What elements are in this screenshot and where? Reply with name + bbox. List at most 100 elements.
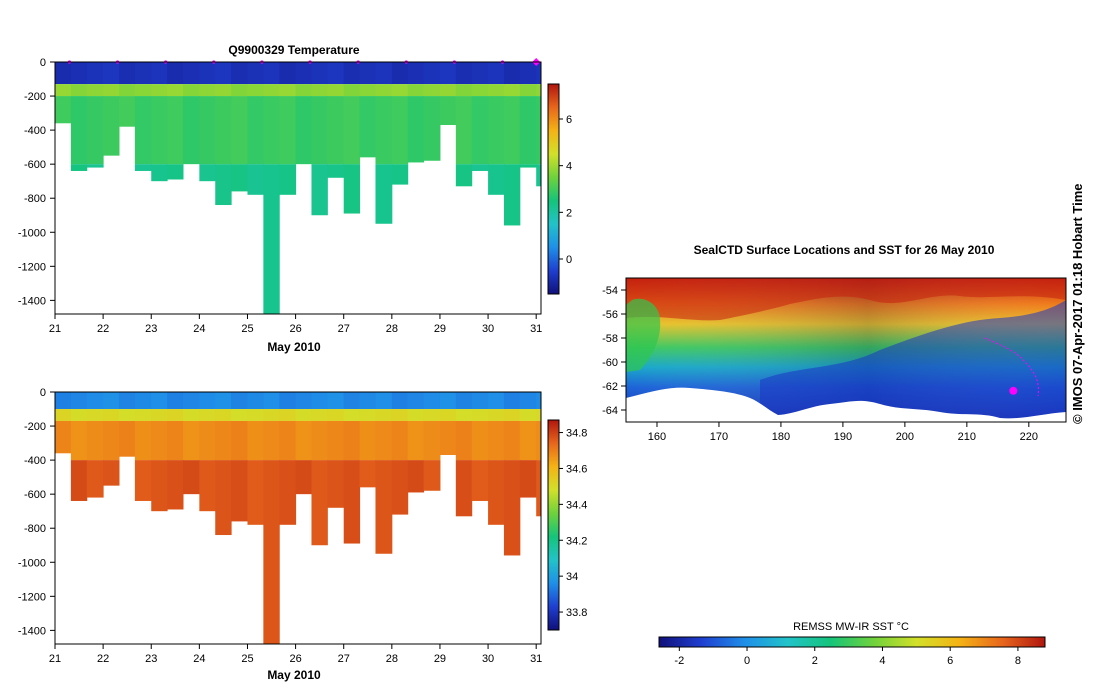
heatmap-cell bbox=[536, 96, 542, 165]
heatmap-cell bbox=[86, 164, 104, 168]
heatmap-cell bbox=[311, 420, 328, 461]
heatmap-cell bbox=[455, 392, 473, 410]
heatmap-cell bbox=[247, 96, 264, 165]
temperature-x-axis: 21 22 23 24 25 26 27 28 29 30 31 bbox=[49, 314, 542, 335]
heatmap-cell bbox=[134, 460, 152, 501]
heatmap-cell bbox=[55, 409, 72, 421]
x-tick-label: 23 bbox=[145, 323, 157, 335]
x-tick-label: 26 bbox=[289, 653, 301, 665]
heatmap-cell bbox=[215, 392, 232, 410]
heatmap-cell bbox=[407, 460, 425, 493]
heatmap-cell bbox=[103, 409, 120, 421]
heatmap-cell bbox=[311, 84, 328, 97]
y-tick-label: -200 bbox=[24, 421, 46, 433]
heatmap-cell bbox=[439, 96, 457, 125]
heatmap-cell bbox=[231, 409, 248, 421]
x-tick-label: 220 bbox=[1020, 431, 1038, 443]
heatmap-cell bbox=[343, 84, 361, 97]
heatmap-cell bbox=[247, 409, 264, 421]
heatmap-cell bbox=[151, 460, 168, 512]
heatmap-cell bbox=[488, 62, 505, 85]
heatmap-cell bbox=[471, 96, 489, 165]
x-tick-label: 21 bbox=[49, 323, 61, 335]
heatmap-cell bbox=[231, 420, 248, 461]
heatmap-cell bbox=[167, 392, 184, 410]
heatmap-cell bbox=[279, 392, 297, 410]
heatmap-cell bbox=[488, 460, 505, 525]
heatmap-cell bbox=[503, 96, 521, 165]
heatmap-cell bbox=[295, 420, 312, 461]
heatmap-cell bbox=[231, 460, 248, 522]
heatmap-cell bbox=[343, 460, 361, 544]
heatmap-cell bbox=[536, 409, 542, 421]
heatmap-cell bbox=[519, 409, 537, 421]
y-tick-label: -1400 bbox=[18, 625, 46, 637]
heatmap-cell bbox=[343, 96, 361, 165]
colorbar-tick-label: 2 bbox=[812, 655, 818, 667]
heatmap-cell bbox=[295, 96, 312, 165]
heatmap-cell bbox=[327, 164, 345, 178]
x-tick-label: 29 bbox=[434, 653, 446, 665]
heatmap-cell bbox=[359, 96, 376, 158]
heatmap-cell bbox=[471, 420, 489, 461]
temperature-plot-frame bbox=[54, 61, 542, 315]
x-tick-label: 23 bbox=[145, 653, 157, 665]
heatmap-cell bbox=[151, 84, 168, 97]
x-tick-label: 30 bbox=[482, 653, 494, 665]
heatmap-cell bbox=[391, 460, 409, 515]
heatmap-cell bbox=[279, 420, 297, 461]
heatmap-cell bbox=[103, 62, 120, 85]
heatmap-cell bbox=[455, 62, 473, 85]
x-tick-label: 31 bbox=[530, 653, 542, 665]
heatmap-cell bbox=[231, 62, 248, 85]
heatmap-cell bbox=[295, 460, 312, 495]
heatmap-cell bbox=[519, 96, 537, 165]
heatmap-cell bbox=[439, 84, 457, 97]
colorbar-tick-label: 8 bbox=[1015, 655, 1021, 667]
heatmap-cell bbox=[311, 409, 328, 421]
heatmap-cell bbox=[375, 62, 393, 85]
heatmap-cell bbox=[55, 84, 72, 97]
heatmap-cell bbox=[536, 392, 542, 410]
heatmap-cell bbox=[118, 409, 136, 421]
heatmap-cell bbox=[167, 62, 184, 85]
heatmap-cell bbox=[375, 460, 393, 554]
heatmap-cell bbox=[455, 420, 473, 461]
heatmap-cell bbox=[247, 460, 264, 525]
salinity-heatmap-cells bbox=[55, 392, 542, 644]
colorbar-tick-label: 4 bbox=[879, 655, 885, 667]
heatmap-cell bbox=[279, 460, 297, 525]
heatmap-cell bbox=[359, 62, 376, 85]
heatmap-cell bbox=[423, 62, 441, 85]
x-tick-label: 30 bbox=[482, 323, 494, 335]
y-tick-label: -60 bbox=[602, 357, 618, 369]
heatmap-cell bbox=[231, 96, 248, 165]
temperature-y-axis: 0 -200 -400 -600 -800 -1000 -1200 -1400 bbox=[18, 57, 55, 307]
heatmap-cell bbox=[488, 420, 505, 461]
sst-map-title: SealCTD Surface Locations and SST for 26… bbox=[694, 243, 995, 257]
heatmap-cell bbox=[279, 62, 297, 85]
colorbar-tick-label: 33.8 bbox=[566, 607, 587, 619]
colorbar-tick-label: 34.6 bbox=[566, 463, 587, 475]
heatmap-cell bbox=[503, 420, 521, 461]
heatmap-cell bbox=[247, 164, 264, 195]
heatmap-cell bbox=[182, 84, 200, 97]
heatmap-cell bbox=[70, 460, 88, 501]
heatmap-cell bbox=[167, 84, 184, 97]
heatmap-cell bbox=[215, 96, 232, 165]
heatmap-cell bbox=[199, 460, 216, 512]
x-tick-label: 27 bbox=[338, 323, 350, 335]
heatmap-cell bbox=[215, 164, 232, 206]
heatmap-cell bbox=[423, 420, 441, 461]
x-tick-label: 29 bbox=[434, 323, 446, 335]
heatmap-cell bbox=[295, 62, 312, 85]
heatmap-cell bbox=[55, 96, 72, 124]
colorbar-tick-label: 34.8 bbox=[566, 428, 587, 440]
sst-map-x-axis: 160 170 180 190 200 210 220 bbox=[648, 422, 1038, 443]
salinity-panel: 21 22 23 24 25 26 27 28 29 30 31 0 -200 -400 -600 -800… bbox=[18, 387, 588, 682]
heatmap-cell bbox=[118, 420, 136, 457]
x-tick-label: 25 bbox=[241, 653, 253, 665]
heatmap-cell bbox=[70, 84, 88, 97]
y-tick-label: -800 bbox=[24, 193, 46, 205]
y-tick-label: -58 bbox=[602, 333, 618, 345]
